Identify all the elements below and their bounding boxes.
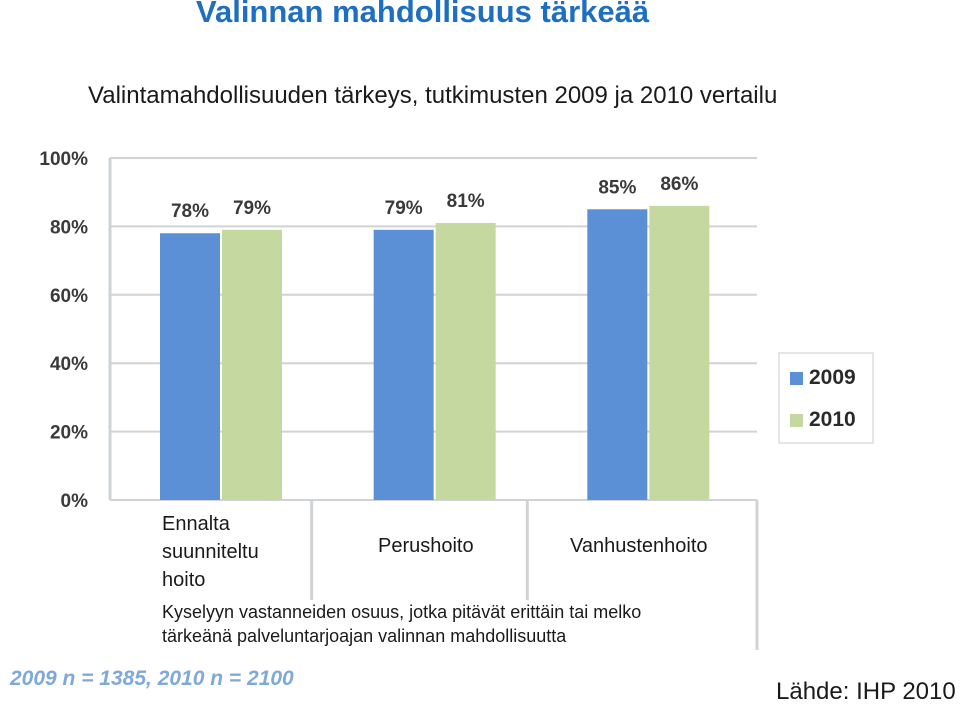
bar-2010-2 (435, 222, 496, 500)
data-label-2010-1: 79% (233, 198, 271, 219)
category-label-1: Ennalta suunniteltu hoito (162, 510, 259, 594)
y-tick-label: 20% (50, 423, 88, 444)
legend-label-2010: 2010 (809, 408, 856, 431)
bar-2010-1 (222, 229, 282, 500)
bar-2010-3 (649, 205, 710, 500)
page-title: Valinnan mahdollisuus tärkeää (196, 0, 650, 29)
data-label-2010-2: 81% (447, 191, 485, 212)
bar-chart: 0% 20% 40% 60% 80% 100% 78% 79% 85% 79% 81% 86% (39, 149, 759, 650)
legend-item-2009: 2009 (790, 366, 856, 390)
category-label-2-line-1: Perushoito (378, 535, 474, 557)
category-label-1-line-3: hoito (162, 569, 206, 591)
chart-caption: Kyselyyn vastanneiden osuus, jotka pitäv… (162, 600, 722, 648)
caption-line-2: tärkeänä palveluntarjoajan valinnan mahd… (162, 626, 567, 646)
y-tick-label: 100% (39, 149, 88, 170)
data-label-2010-3: 86% (660, 174, 698, 195)
chart-legend: 2009 2010 (778, 352, 874, 444)
y-tick-label: 80% (50, 217, 88, 238)
category-label-3: Vanhustenhoito (570, 532, 708, 560)
bar-2009-2 (373, 229, 434, 500)
y-tick-label: 0% (61, 491, 89, 512)
sample-size-note: 2009 n = 1385, 2010 n = 2100 (10, 667, 294, 690)
y-tick-label: 60% (50, 286, 88, 307)
legend-swatch-2010 (790, 413, 803, 427)
y-tick-label: 40% (50, 354, 88, 375)
bar-2009-1 (160, 233, 220, 500)
category-label-1-line-1: Ennalta (162, 513, 230, 535)
category-label-1-line-2: suunniteltu (162, 541, 259, 563)
data-label-2009-2: 79% (385, 198, 423, 219)
source-label: Lähde: IHP 2010 (776, 678, 956, 705)
category-label-2: Perushoito (378, 532, 474, 560)
data-label-2009-1: 78% (171, 201, 209, 222)
legend-label-2009: 2009 (809, 366, 856, 389)
legend-swatch-2009 (790, 371, 803, 385)
caption-line-1: Kyselyyn vastanneiden osuus, jotka pitäv… (162, 602, 642, 622)
chart-area: 0% 20% 40% 60% 80% 100% 78% 79% 85% 79% 81% 86% Enn… (22, 138, 760, 652)
chart-subtitle: Valintamahdollisuuden tärkeys, tutkimust… (88, 82, 778, 109)
category-label-3-line-1: Vanhustenhoito (570, 535, 708, 557)
legend-item-2010: 2010 (790, 408, 856, 432)
bar-2009-3 (587, 209, 648, 501)
data-label-2009-3: 85% (598, 177, 636, 198)
